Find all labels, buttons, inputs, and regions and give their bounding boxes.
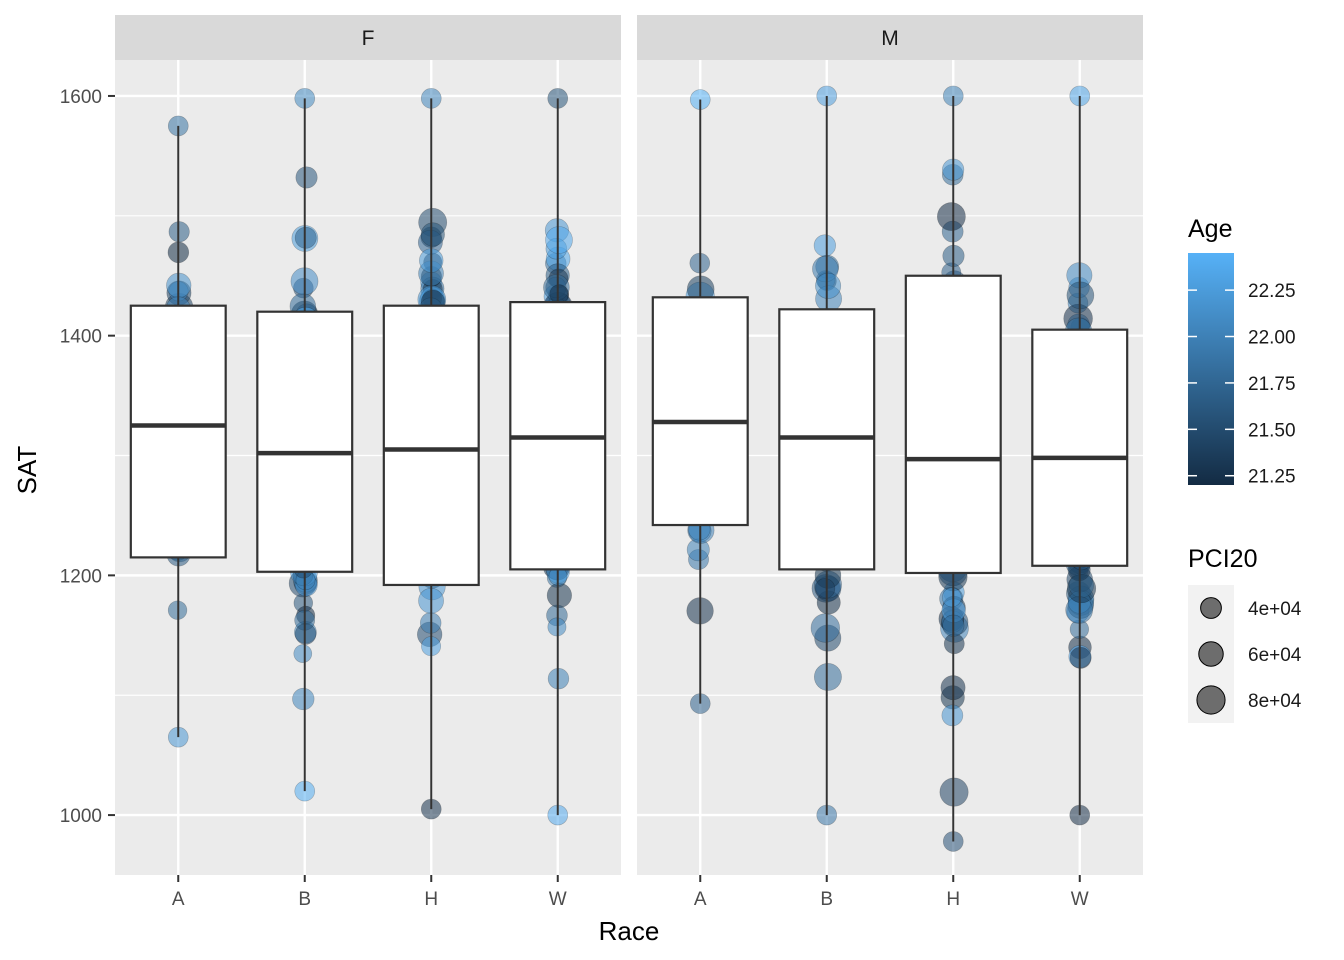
- x-tick-label: B: [820, 889, 833, 910]
- data-point: [810, 613, 840, 643]
- data-point: [292, 687, 315, 711]
- data-point: [941, 587, 962, 608]
- data-point: [937, 202, 966, 231]
- box-F-A: [129, 304, 227, 559]
- data-point: [420, 222, 445, 247]
- pci-legend-circle: [1198, 641, 1224, 667]
- box-F-B: [256, 310, 354, 573]
- facet-strip-label: F: [362, 27, 375, 50]
- facet-strip-m: [637, 15, 1143, 60]
- x-tick-label: H: [946, 889, 960, 910]
- x-tick-label: H: [424, 889, 438, 910]
- data-point: [549, 284, 569, 304]
- data-point: [814, 578, 836, 599]
- x-tick-label: A: [172, 889, 185, 910]
- facet-strip-label: M: [881, 27, 899, 50]
- x-axis-title: Race: [599, 916, 660, 946]
- pci-legend-circle: [1196, 685, 1226, 715]
- age-legend-label: 21.25: [1248, 467, 1296, 488]
- data-point: [295, 166, 318, 189]
- box-M-W: [1031, 328, 1129, 567]
- age-legend-label: 22.00: [1248, 328, 1296, 349]
- data-point: [545, 226, 573, 254]
- facet-strip-f: [115, 15, 621, 60]
- x-tick-label: W: [1071, 889, 1089, 910]
- x-tick-label: A: [694, 889, 707, 910]
- y-axis-title: SAT: [12, 446, 42, 495]
- pci-legend-label: 8e+04: [1248, 691, 1302, 712]
- y-tick-label: 1600: [60, 87, 102, 108]
- age-legend-label: 21.75: [1248, 374, 1296, 395]
- pci-legend-label: 4e+04: [1248, 599, 1302, 620]
- data-point: [1066, 573, 1097, 604]
- age-legend-label: 21.50: [1248, 420, 1296, 441]
- y-tick-label: 1400: [60, 327, 102, 348]
- data-point: [815, 272, 842, 299]
- box-M-H: [904, 274, 1002, 575]
- x-tick-label: W: [549, 889, 567, 910]
- age-legend-label: 22.25: [1248, 281, 1296, 302]
- box-M-A: [651, 296, 749, 527]
- pci-legend-circle: [1200, 597, 1222, 619]
- data-point: [546, 582, 572, 608]
- data-point: [293, 644, 313, 663]
- pci-legend-label: 6e+04: [1248, 645, 1302, 666]
- x-tick-label: B: [298, 889, 311, 910]
- data-point: [813, 663, 842, 691]
- legend-pci-title: PCI20: [1188, 545, 1257, 573]
- box-F-H: [382, 304, 480, 587]
- age-colorbar: [1188, 253, 1234, 485]
- y-tick-label: 1000: [60, 806, 102, 827]
- legend-age-title: Age: [1188, 215, 1232, 243]
- data-point: [813, 234, 836, 257]
- y-tick-label: 1200: [60, 566, 102, 587]
